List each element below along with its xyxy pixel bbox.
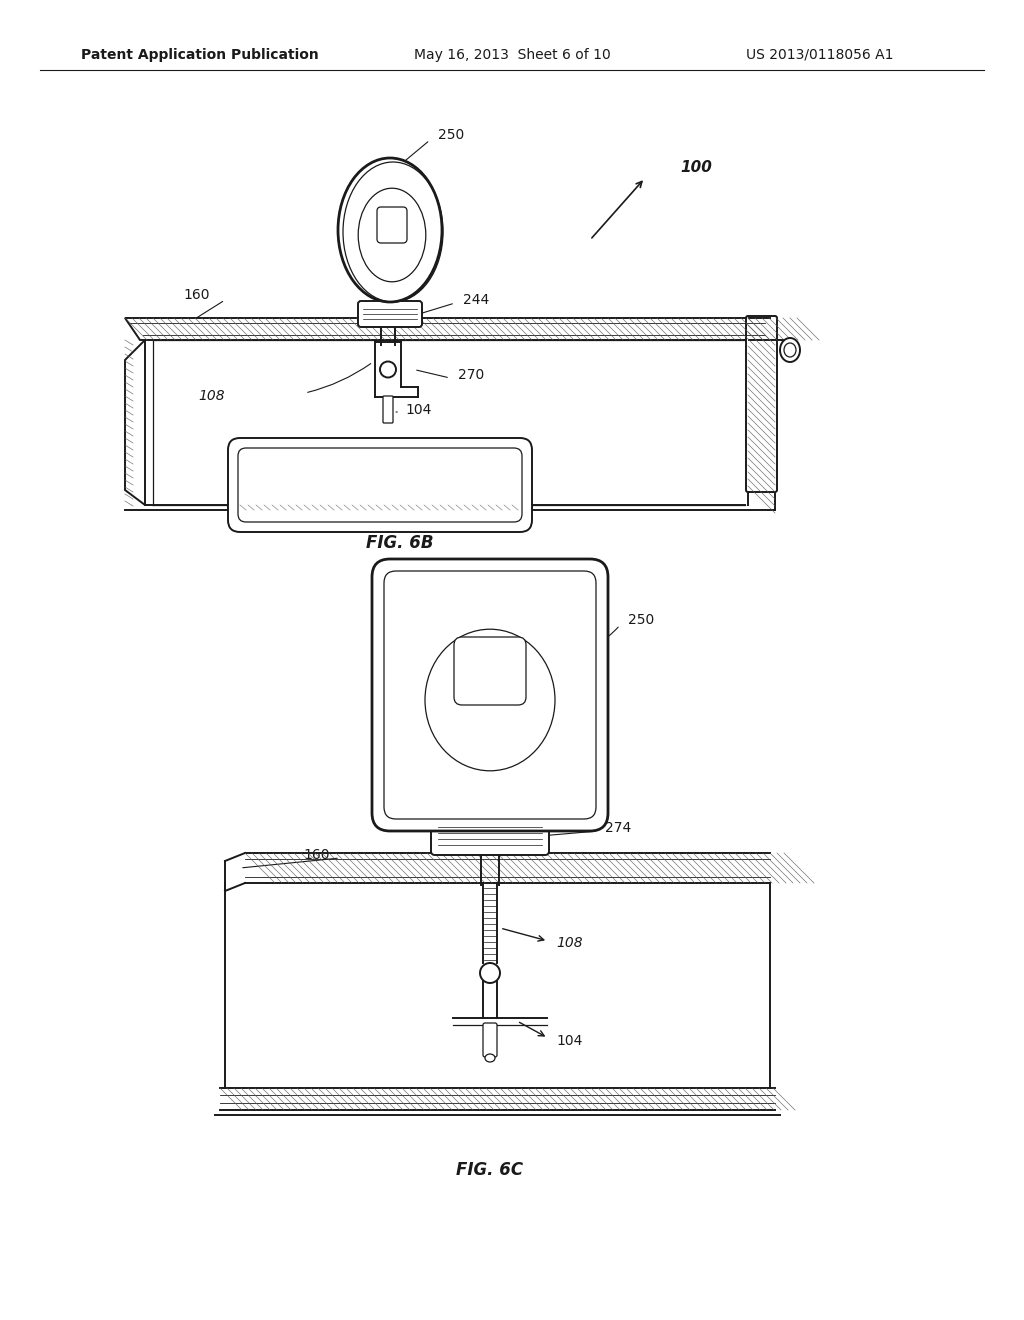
Text: Patent Application Publication: Patent Application Publication xyxy=(81,48,318,62)
Text: May 16, 2013  Sheet 6 of 10: May 16, 2013 Sheet 6 of 10 xyxy=(414,48,610,62)
Text: 160: 160 xyxy=(183,288,210,302)
Ellipse shape xyxy=(485,1053,495,1063)
Polygon shape xyxy=(125,318,770,341)
Text: 108: 108 xyxy=(556,936,583,950)
Ellipse shape xyxy=(380,362,396,378)
Text: 250: 250 xyxy=(438,128,464,143)
FancyBboxPatch shape xyxy=(383,396,393,422)
Ellipse shape xyxy=(338,158,442,302)
FancyBboxPatch shape xyxy=(228,438,532,532)
Ellipse shape xyxy=(780,338,800,362)
Text: FIG. 6B: FIG. 6B xyxy=(367,535,434,552)
Text: 274: 274 xyxy=(605,821,631,836)
Text: 160: 160 xyxy=(303,847,330,862)
Text: 244: 244 xyxy=(463,293,489,308)
Ellipse shape xyxy=(480,964,500,983)
Text: 104: 104 xyxy=(406,403,431,417)
Text: 104: 104 xyxy=(556,1034,583,1048)
FancyBboxPatch shape xyxy=(377,207,407,243)
Text: 100: 100 xyxy=(680,161,712,176)
Ellipse shape xyxy=(784,343,796,356)
Text: 270: 270 xyxy=(458,368,484,381)
Polygon shape xyxy=(125,341,145,506)
Text: 108: 108 xyxy=(199,389,225,403)
FancyBboxPatch shape xyxy=(372,558,608,832)
FancyBboxPatch shape xyxy=(454,638,526,705)
FancyBboxPatch shape xyxy=(746,315,777,492)
FancyBboxPatch shape xyxy=(431,817,549,855)
Text: US 2013/0118056 A1: US 2013/0118056 A1 xyxy=(746,48,894,62)
Text: 250: 250 xyxy=(628,612,654,627)
FancyBboxPatch shape xyxy=(358,301,422,327)
FancyBboxPatch shape xyxy=(483,1023,497,1057)
Text: FIG. 6C: FIG. 6C xyxy=(457,1162,523,1179)
Ellipse shape xyxy=(358,189,426,281)
